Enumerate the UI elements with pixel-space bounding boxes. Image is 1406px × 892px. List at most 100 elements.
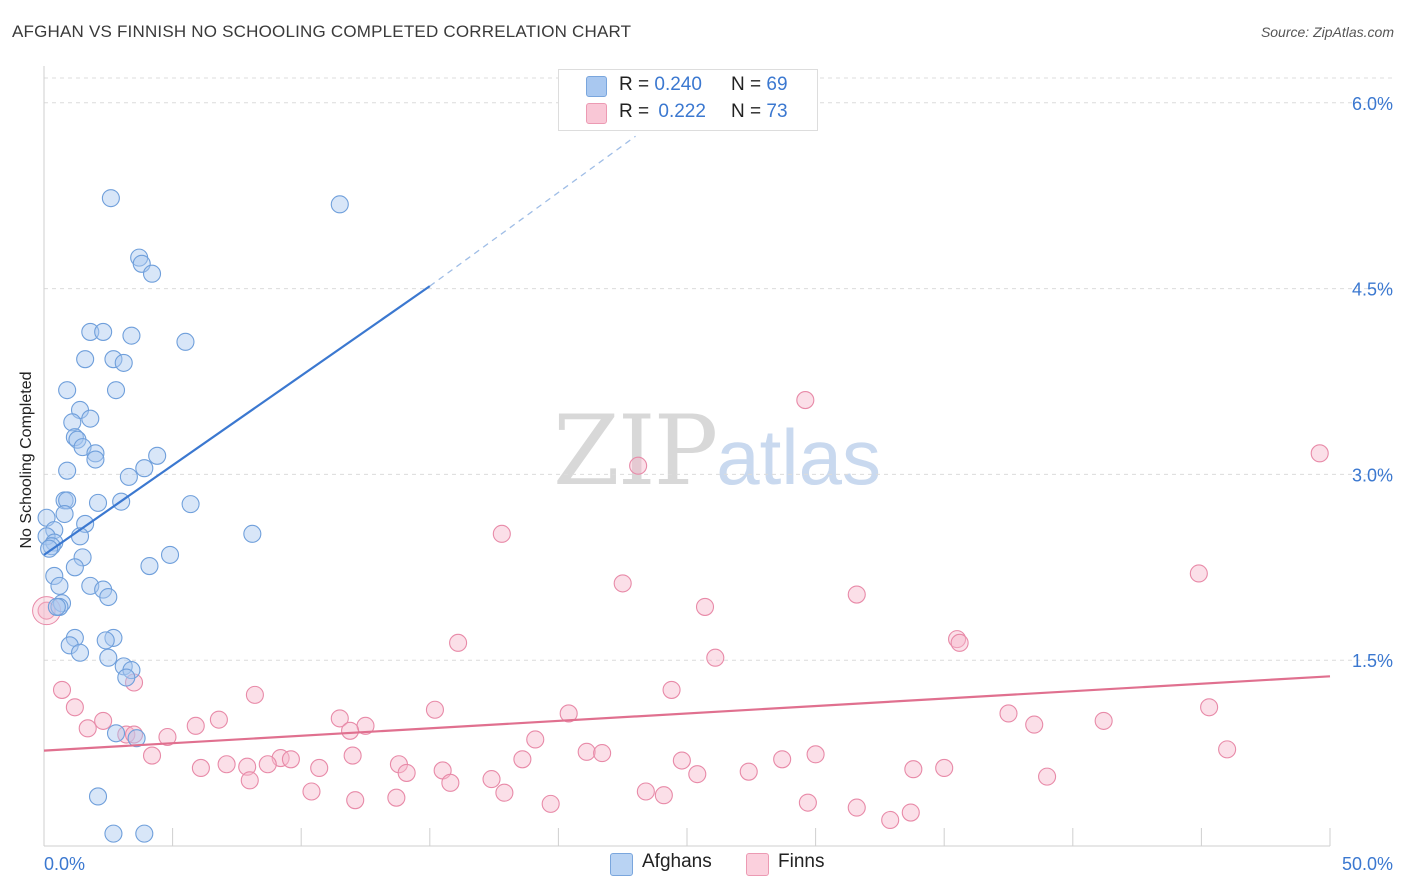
finns-point	[935, 758, 954, 778]
finns-point	[387, 788, 406, 807]
finns-point	[881, 810, 900, 830]
finns-point	[593, 744, 612, 763]
finns-point	[142, 746, 162, 765]
finns-point	[1200, 698, 1219, 717]
afghans-point	[106, 724, 126, 743]
afghans-point	[70, 643, 90, 662]
finns-point	[495, 783, 514, 802]
finns-point	[441, 773, 460, 792]
afghans-point	[86, 444, 105, 463]
afghans-point	[65, 428, 84, 447]
watermark-zip: ZIP	[553, 395, 718, 507]
finns-point	[1025, 715, 1044, 734]
tick-labels: 1.5% 3.0% 4.5% 6.0% 0.0% 50.0%	[44, 94, 1393, 874]
afghans-point	[122, 326, 141, 345]
afghans-point	[243, 524, 262, 543]
finns-point	[191, 758, 210, 778]
afghans-point	[181, 495, 200, 514]
legend-r-afghans: R = 0.240	[619, 74, 702, 95]
finns-point	[346, 791, 365, 810]
afghans-point	[106, 381, 126, 400]
y-tick-label: 3.0%	[1352, 465, 1393, 485]
axes	[43, 66, 1331, 847]
finns-point	[258, 755, 277, 774]
y-tick-label: 6.0%	[1352, 94, 1393, 114]
afghans-trend-line	[43, 285, 431, 556]
afghans-point	[42, 537, 61, 556]
legend-r-value-finns: 0.222	[658, 101, 706, 122]
finns-point	[526, 730, 545, 749]
afghans-point	[81, 322, 100, 341]
finns-point	[240, 771, 259, 790]
bottom-legend-label-finns: Finns	[778, 851, 825, 872]
finns-point	[950, 633, 969, 652]
finns-point	[798, 793, 817, 812]
legend-swatch-afghans	[586, 76, 607, 97]
legend-n-value-afghans: 69	[766, 74, 788, 95]
finns-point	[706, 648, 725, 667]
finns-point	[482, 770, 501, 789]
finns-point	[1094, 711, 1113, 730]
finns-point	[796, 391, 815, 410]
afghans-point	[160, 545, 180, 564]
afghans-point	[73, 548, 92, 567]
afghans-trend-extension	[429, 135, 636, 287]
finns-point	[245, 685, 264, 704]
afghans-point	[45, 566, 64, 586]
finns-point	[636, 782, 655, 801]
finns-point	[847, 585, 866, 604]
afghans-point	[88, 493, 108, 512]
finns-point	[186, 716, 205, 735]
legend-swatch-finns	[586, 103, 607, 124]
finns-point	[397, 763, 416, 782]
afghans-point	[50, 576, 69, 595]
afghans-point	[148, 446, 167, 465]
finns-point	[158, 727, 177, 747]
afghans-point	[94, 322, 113, 341]
chart-title: AFGHAN VS FINNISH NO SCHOOLING COMPLETED…	[12, 22, 632, 41]
finns-point	[449, 633, 468, 652]
afghans-point	[127, 729, 146, 748]
finns-point	[425, 700, 444, 719]
finns-trend-line	[43, 675, 1331, 752]
afghans-point	[58, 381, 77, 400]
finns-point	[806, 745, 825, 764]
afghans-point	[142, 264, 162, 283]
afghans-point	[99, 648, 118, 667]
finns-point	[1189, 564, 1208, 583]
finns-point	[302, 782, 321, 801]
finns-point	[695, 597, 715, 616]
bottom-legend-swatch-finns	[746, 853, 769, 876]
finns-point	[901, 803, 920, 822]
afghans-point	[117, 668, 136, 687]
bottom-legend-swatch-afghans	[610, 853, 633, 876]
series-afghans	[37, 189, 349, 843]
legend-n-afghans: N = 69	[731, 74, 788, 95]
afghans-point	[101, 189, 120, 208]
finns-point	[330, 709, 349, 728]
y-tick-label: 4.5%	[1352, 280, 1393, 300]
finns-point	[999, 704, 1018, 723]
afghans-point	[81, 409, 100, 428]
afghans-point	[119, 467, 138, 486]
watermark: ZIPatlas	[553, 395, 881, 507]
finns-point	[654, 786, 673, 805]
afghans-point	[58, 491, 77, 510]
afghans-point	[104, 350, 123, 369]
legend-correlation: R = 0.240 N = 69 R = 0.222 N = 73	[558, 69, 818, 131]
finns-point	[613, 574, 632, 593]
finns-point	[492, 524, 511, 543]
x-tick-label-max: 50.0%	[1342, 854, 1393, 874]
bottom-legend-label-afghans: Afghans	[642, 851, 712, 872]
finns-point	[629, 456, 648, 475]
legend-n-value-finns: 73	[766, 101, 788, 122]
finns-point	[281, 750, 300, 769]
finns-point	[217, 755, 236, 774]
finns-point	[341, 721, 360, 740]
finns-point	[238, 757, 257, 776]
y-tick-label: 1.5%	[1352, 651, 1393, 671]
finns-point	[94, 711, 113, 730]
afghans-point	[86, 450, 105, 469]
series-finns	[32, 391, 1329, 830]
